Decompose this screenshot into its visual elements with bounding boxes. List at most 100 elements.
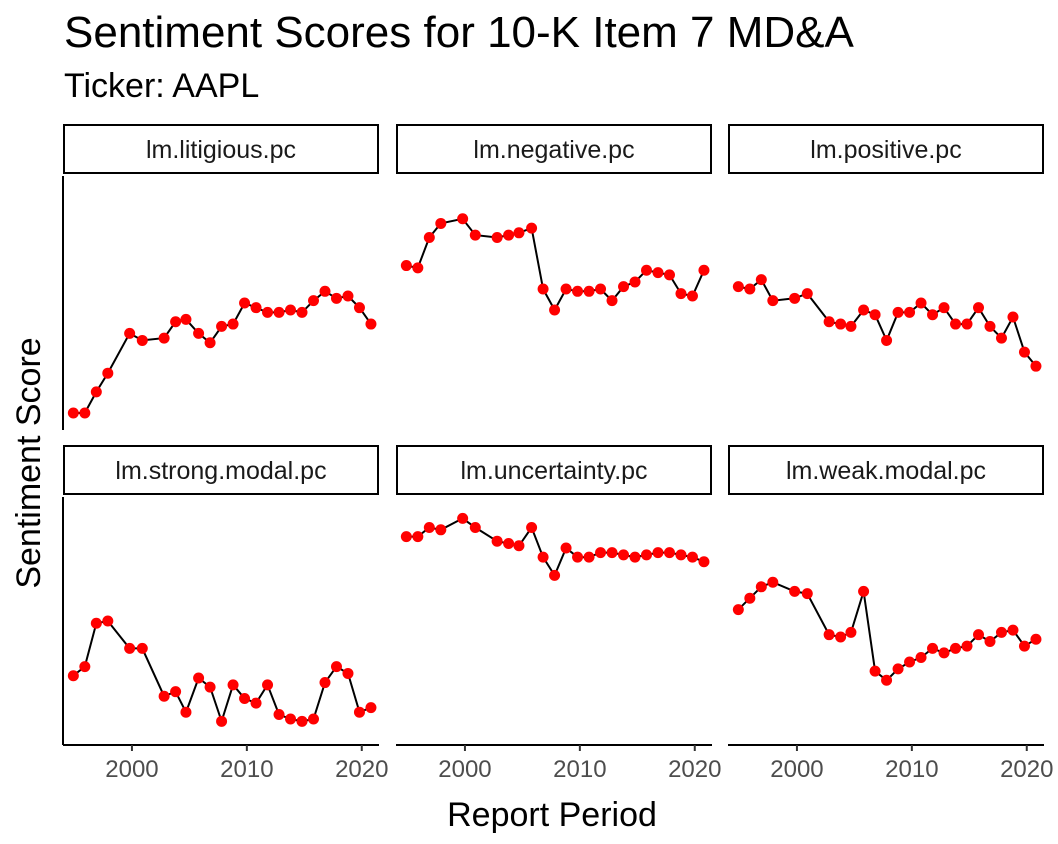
data-point (845, 626, 857, 638)
data-point (285, 304, 297, 316)
data-point (904, 656, 916, 668)
data-point (273, 306, 285, 318)
data-point (663, 547, 675, 559)
data-point (102, 367, 114, 379)
x-tick-label: 2000 (105, 756, 158, 783)
data-point (881, 334, 893, 346)
data-point (606, 295, 618, 307)
x-tick-label: 2010 (885, 756, 938, 783)
data-point (595, 283, 607, 295)
data-point (526, 222, 538, 234)
data-point (423, 231, 435, 243)
facet-strip (396, 445, 712, 495)
data-point (136, 642, 148, 654)
data-point (915, 651, 927, 663)
data-point (973, 629, 985, 641)
data-point (400, 531, 412, 543)
data-point (180, 313, 192, 325)
data-point (732, 281, 744, 293)
data-point (308, 713, 320, 725)
data-point (961, 318, 973, 330)
chart-subtitle: Ticker: AAPL (64, 67, 260, 105)
x-tick-label: 2020 (1000, 756, 1053, 783)
data-point (457, 512, 469, 524)
data-point (686, 551, 698, 563)
data-point (285, 713, 297, 725)
data-point (250, 302, 262, 314)
data-point (204, 681, 216, 693)
data-point (618, 549, 630, 561)
facet-panel: lm.negative.pc (396, 124, 712, 316)
data-point (549, 304, 561, 316)
data-point (904, 306, 916, 318)
facet-panel: lm.strong.modal.pc 2000 2010 2020 (62, 445, 388, 783)
data-point (319, 677, 331, 689)
facet-strip (728, 445, 1044, 495)
data-point (193, 672, 205, 684)
data-point (239, 693, 251, 705)
data-point (537, 551, 549, 563)
data-point (789, 585, 801, 597)
data-point (869, 309, 881, 321)
data-point (823, 629, 835, 641)
y-axis-title: Sentiment Score (10, 337, 48, 588)
data-point (513, 227, 525, 239)
data-point (90, 617, 102, 629)
facet-panel: lm.uncertainty.pc 2000 2010 2020 (396, 445, 721, 783)
chart-title: Sentiment Scores for 10-K Item 7 MD&A (64, 8, 854, 57)
data-point (801, 288, 813, 300)
data-point (675, 288, 687, 300)
data-point (1007, 624, 1019, 636)
data-point (835, 631, 847, 643)
data-point (927, 642, 939, 654)
data-point (526, 522, 538, 534)
data-point (892, 306, 904, 318)
data-point (858, 304, 870, 316)
facet-panel: lm.litigious.pc (62, 124, 379, 430)
data-point (950, 318, 962, 330)
data-point (158, 332, 170, 344)
data-point (67, 670, 79, 682)
x-tick-label: 2000 (438, 756, 491, 783)
data-point (652, 267, 664, 279)
data-point (629, 276, 641, 288)
data-point (641, 549, 653, 561)
facet-strip (728, 124, 1044, 174)
data-point (262, 679, 274, 691)
data-point (503, 229, 515, 241)
data-point (973, 302, 985, 314)
data-point (915, 297, 927, 309)
data-point (618, 281, 630, 293)
series-line (72, 619, 372, 725)
data-point (503, 537, 515, 549)
data-point (950, 642, 962, 654)
data-point (755, 274, 767, 286)
data-point (239, 297, 251, 309)
data-point (79, 661, 91, 673)
data-point (732, 604, 744, 616)
data-point (435, 524, 447, 536)
data-point (102, 615, 114, 627)
facet-strip (63, 445, 379, 495)
data-point (984, 636, 996, 648)
data-point (365, 318, 377, 330)
data-point (227, 679, 239, 691)
data-point (412, 262, 424, 274)
data-point (858, 585, 870, 597)
x-tick-label: 2020 (668, 756, 721, 783)
data-point (675, 549, 687, 561)
data-point (892, 663, 904, 675)
data-point (342, 290, 354, 302)
facet-panel: lm.positive.pc (728, 124, 1044, 372)
x-tick-label: 2000 (770, 756, 823, 783)
data-point (353, 706, 365, 718)
data-point (938, 302, 950, 314)
data-point (423, 522, 435, 534)
data-point (755, 581, 767, 593)
data-point (204, 337, 216, 349)
data-point (469, 229, 481, 241)
facet-panels: lm.litigious.pc lm.negative.pc lm.positive… (62, 124, 1053, 783)
data-point (583, 285, 595, 297)
x-tick-label: 2010 (553, 756, 606, 783)
data-point (227, 318, 239, 330)
